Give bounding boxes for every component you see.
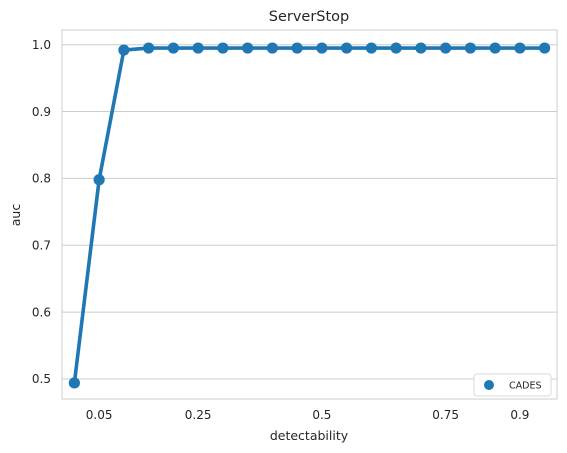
x-tick-label: 0.25 (185, 408, 212, 422)
chart-title: ServerStop (269, 9, 350, 25)
data-point (143, 42, 155, 54)
series-layer (68, 42, 551, 389)
x-axis-label: detectability (270, 428, 349, 443)
x-axis-ticks: 0.05 0.25 0.5 0.75 0.9 (86, 408, 530, 422)
data-point (415, 42, 427, 54)
y-tick-label: 0.6 (32, 305, 51, 319)
data-point (316, 42, 328, 54)
x-tick-label: 0.5 (312, 408, 331, 422)
data-point (242, 42, 254, 54)
data-point (390, 42, 402, 54)
data-point (192, 42, 204, 54)
y-tick-label: 0.8 (32, 172, 51, 186)
data-point (93, 174, 105, 186)
data-point (68, 377, 80, 389)
y-axis-label: auc (8, 204, 23, 227)
data-point (167, 42, 179, 54)
y-tick-label: 1.0 (32, 38, 51, 52)
legend: CADES (473, 373, 552, 397)
data-point (440, 42, 452, 54)
data-point (341, 42, 353, 54)
data-point (539, 42, 551, 54)
plot-frame (61, 29, 558, 400)
y-tick-label: 0.7 (32, 238, 51, 252)
data-point (266, 42, 278, 54)
data-point (514, 42, 526, 54)
data-point (464, 42, 476, 54)
x-tick-label: 0.75 (432, 408, 459, 422)
data-point (489, 42, 501, 54)
x-tick-label: 0.05 (86, 408, 113, 422)
legend-box (473, 373, 552, 397)
data-point (217, 42, 229, 54)
data-point (365, 42, 377, 54)
data-point (291, 42, 303, 54)
y-axis-ticks: 0.5 0.6 0.7 0.8 0.9 1.0 (32, 38, 51, 386)
y-tick-label: 0.9 (32, 105, 51, 119)
legend-label-cades: CADES (509, 381, 541, 392)
y-tick-label: 0.5 (32, 372, 51, 386)
legend-marker-cades (484, 380, 494, 390)
x-tick-label: 0.9 (510, 408, 529, 422)
data-point (118, 44, 130, 56)
